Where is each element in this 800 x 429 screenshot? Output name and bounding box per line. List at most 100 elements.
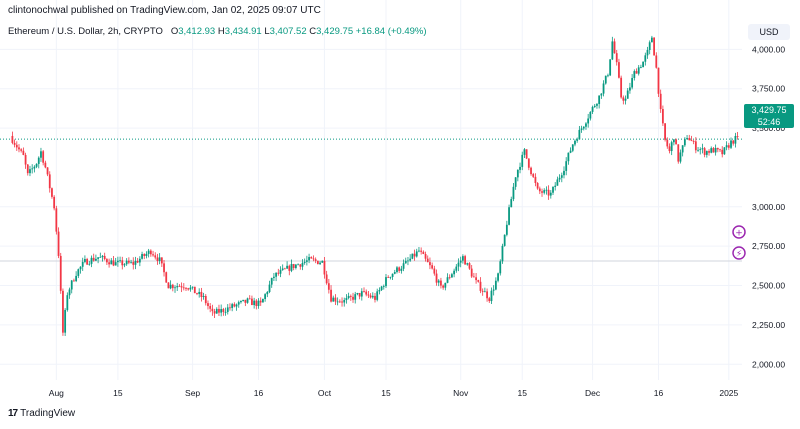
- candle-up: [270, 277, 273, 285]
- svg-text:⚡: ⚡: [736, 250, 742, 260]
- candle-down: [22, 150, 25, 155]
- candle-up: [554, 185, 557, 187]
- candle-up: [519, 166, 521, 170]
- candle-up: [648, 42, 651, 50]
- candle-down: [255, 300, 258, 307]
- low-value: 3,407.52: [269, 26, 307, 37]
- candle-up: [130, 261, 132, 263]
- candle-up: [483, 291, 486, 293]
- candle-down: [433, 268, 436, 274]
- candle-down: [316, 260, 319, 265]
- candle-up: [631, 77, 634, 88]
- candle-down: [477, 280, 480, 282]
- symbol-name[interactable]: Ethereum / U.S. Dollar, 2h, CRYPTO: [8, 26, 163, 37]
- candle-up: [141, 254, 143, 259]
- candle-up: [145, 253, 148, 256]
- candle-down: [112, 260, 115, 266]
- candle-down: [48, 174, 51, 189]
- candle-down: [659, 93, 662, 110]
- candle-down: [127, 260, 130, 263]
- candle-down: [42, 151, 45, 163]
- candle-down: [479, 281, 482, 291]
- y-tick-label: 4,000.00: [752, 44, 785, 54]
- candle-up: [600, 93, 603, 96]
- candle-up: [95, 258, 97, 261]
- candle-up: [571, 144, 574, 151]
- candle-down: [11, 135, 14, 143]
- candle-down: [440, 280, 442, 286]
- candle-up: [578, 129, 581, 140]
- candle-up: [725, 145, 728, 148]
- candle-up: [114, 262, 117, 266]
- candle-up: [672, 139, 675, 143]
- currency-selector[interactable]: USD: [748, 24, 790, 40]
- candle-down: [193, 286, 196, 294]
- candle-down: [55, 208, 58, 232]
- candle-down: [664, 123, 666, 140]
- candle-down: [530, 167, 532, 175]
- candle-up: [29, 169, 31, 174]
- candle-up: [596, 104, 598, 106]
- x-tick-label: Dec: [585, 388, 601, 398]
- candle-up: [514, 177, 517, 187]
- candle-up: [730, 140, 732, 148]
- x-tick-label: 15: [381, 388, 391, 398]
- candle-down: [692, 141, 695, 142]
- candle-up: [169, 284, 172, 289]
- candle-down: [154, 255, 157, 258]
- x-tick-label: 16: [654, 388, 664, 398]
- candle-up: [585, 123, 587, 127]
- candle-up: [371, 295, 374, 298]
- candle-up: [380, 286, 383, 291]
- chart-grid: [0, 0, 742, 380]
- candle-down: [152, 254, 154, 256]
- event-markers[interactable]: +⚡: [732, 225, 746, 260]
- add-event-icon[interactable]: +: [732, 225, 746, 239]
- price-axis[interactable]: 4,000.00 3,750.00 3,500.00 3,000.00 2,750.00…: [752, 44, 785, 369]
- candle-down: [341, 301, 343, 303]
- candle-down: [132, 261, 135, 265]
- candle-down: [185, 287, 187, 289]
- candle-down: [73, 280, 75, 282]
- candle-down: [426, 258, 429, 263]
- time-axis[interactable]: Aug 15 Sep 16 Oct 15 Nov 15 Dec 16 2025: [49, 388, 739, 398]
- candle-down: [171, 284, 174, 289]
- candle-up: [633, 71, 636, 78]
- candle-up: [224, 311, 227, 313]
- candle-up: [301, 262, 304, 267]
- candle-up: [262, 299, 264, 303]
- candle-down: [694, 141, 697, 151]
- candle-up: [125, 260, 128, 265]
- candle-up: [602, 83, 605, 94]
- candle-up: [347, 295, 350, 299]
- candle-up: [686, 138, 688, 140]
- candle-down: [196, 293, 198, 295]
- candle-up: [567, 152, 570, 162]
- candle-up: [492, 289, 495, 291]
- candle-up: [31, 168, 34, 170]
- candle-up: [33, 166, 36, 169]
- candle-up: [308, 257, 310, 261]
- candle-up: [64, 309, 67, 333]
- candle-down: [716, 147, 719, 150]
- candle-up: [97, 257, 100, 259]
- tradingview-logo-icon: 17: [8, 408, 18, 419]
- candle-up: [501, 245, 504, 262]
- candle-up: [650, 37, 653, 43]
- candle-up: [158, 257, 161, 261]
- candle-down: [160, 257, 163, 264]
- candle-down: [207, 303, 209, 307]
- candle-down: [736, 136, 739, 137]
- x-tick-label: Aug: [49, 388, 64, 398]
- candle-down: [182, 287, 185, 289]
- candle-down: [472, 276, 475, 278]
- candle-up: [138, 258, 141, 263]
- lightning-event-icon[interactable]: ⚡: [732, 246, 746, 260]
- candle-up: [457, 262, 460, 267]
- candle-up: [563, 170, 565, 176]
- candle-up: [415, 251, 418, 257]
- close-label: C: [309, 26, 317, 37]
- candle-up: [503, 234, 506, 246]
- candle-up: [174, 287, 176, 289]
